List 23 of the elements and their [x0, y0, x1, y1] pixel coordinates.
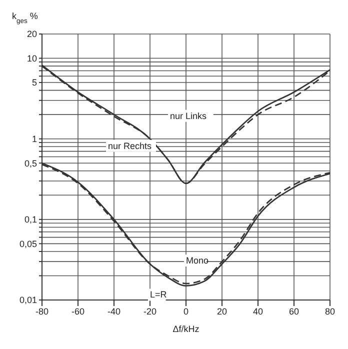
x-tick-label: 20: [216, 306, 228, 316]
y-tick-label: 10: [26, 53, 37, 64]
y-tick-label: 1: [32, 134, 37, 144]
series-label: Mono: [186, 256, 209, 266]
x-tick-label: -80: [35, 306, 49, 316]
y-axis-title: k$_{ges}$ %: [12, 11, 38, 24]
x-tick-label: 80: [324, 306, 336, 316]
y-tick-label: 0,5: [24, 158, 37, 168]
series-label: L=R: [150, 290, 168, 300]
x-axis-title: Δf/kHz: [172, 324, 200, 334]
x-tick-label: -60: [71, 306, 85, 316]
series-label: nur Rechts: [108, 140, 152, 151]
text: nur Links: [170, 110, 208, 121]
x-tick-label: 40: [252, 306, 264, 316]
y-tick-label: 0,01: [19, 295, 37, 306]
x-tick-label: -20: [143, 306, 157, 316]
y-tick-label: 20: [26, 29, 37, 40]
y-tick-label: 0,1: [24, 214, 37, 225]
y-tick-label: 5: [32, 78, 37, 88]
x-tick-label: 0: [183, 306, 189, 316]
x-tick-label: 60: [288, 306, 300, 316]
y-tick-label: 0,05: [19, 238, 37, 249]
x-tick-label: -40: [107, 306, 121, 316]
